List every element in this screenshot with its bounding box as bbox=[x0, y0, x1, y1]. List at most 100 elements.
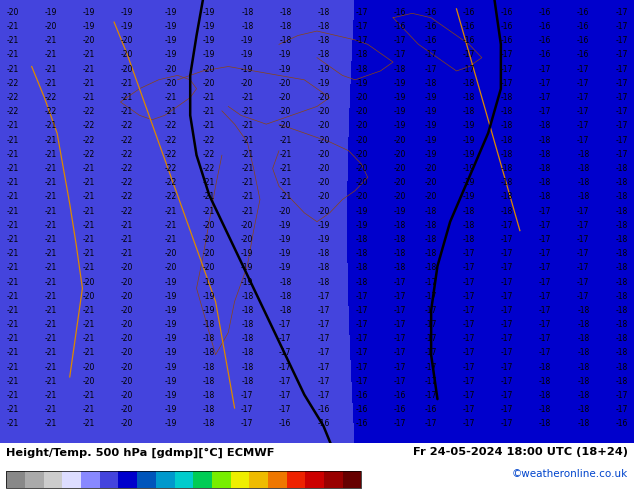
Text: -17: -17 bbox=[577, 93, 590, 102]
Text: -17: -17 bbox=[615, 136, 628, 145]
Text: -19: -19 bbox=[82, 8, 95, 17]
Text: -21: -21 bbox=[120, 79, 133, 88]
Text: -17: -17 bbox=[425, 292, 437, 301]
Text: -21: -21 bbox=[82, 419, 95, 428]
Text: -18: -18 bbox=[241, 306, 254, 315]
Text: -18: -18 bbox=[501, 178, 514, 187]
Text: -17: -17 bbox=[425, 65, 437, 74]
Text: -16: -16 bbox=[317, 405, 330, 414]
Text: -22: -22 bbox=[120, 136, 133, 145]
Text: -17: -17 bbox=[393, 50, 406, 59]
Text: -17: -17 bbox=[317, 363, 330, 372]
Text: -21: -21 bbox=[82, 320, 95, 329]
Text: -17: -17 bbox=[577, 263, 590, 272]
Text: -18: -18 bbox=[577, 150, 590, 159]
Text: -21: -21 bbox=[44, 221, 57, 230]
Text: -21: -21 bbox=[165, 107, 178, 116]
Text: -19: -19 bbox=[165, 320, 178, 329]
Text: -19: -19 bbox=[463, 164, 476, 173]
Text: -17: -17 bbox=[241, 405, 254, 414]
Text: -19: -19 bbox=[317, 79, 330, 88]
Text: -18: -18 bbox=[425, 79, 437, 88]
Text: -19: -19 bbox=[463, 150, 476, 159]
Text: -21: -21 bbox=[120, 249, 133, 258]
Text: -17: -17 bbox=[577, 277, 590, 287]
Text: -21: -21 bbox=[82, 79, 95, 88]
Text: -21: -21 bbox=[203, 193, 216, 201]
Text: -19: -19 bbox=[203, 22, 216, 31]
Text: -22: -22 bbox=[44, 107, 57, 116]
Text: -20: -20 bbox=[165, 263, 178, 272]
Text: -17: -17 bbox=[615, 107, 628, 116]
Text: -20: -20 bbox=[120, 292, 133, 301]
Text: -18: -18 bbox=[393, 221, 406, 230]
Text: -18: -18 bbox=[425, 207, 437, 216]
Text: -17: -17 bbox=[501, 235, 514, 244]
Text: -18: -18 bbox=[241, 348, 254, 358]
Text: -21: -21 bbox=[44, 235, 57, 244]
Text: -17: -17 bbox=[501, 419, 514, 428]
Text: -21: -21 bbox=[44, 65, 57, 74]
Text: -16: -16 bbox=[577, 36, 590, 45]
Text: -19: -19 bbox=[425, 150, 437, 159]
Text: -17: -17 bbox=[425, 50, 437, 59]
Text: -17: -17 bbox=[241, 391, 254, 400]
Text: -22: -22 bbox=[165, 136, 178, 145]
Text: -19: -19 bbox=[463, 122, 476, 130]
Text: -18: -18 bbox=[463, 235, 476, 244]
Text: -18: -18 bbox=[203, 363, 216, 372]
Text: -16: -16 bbox=[501, 36, 514, 45]
Text: -19: -19 bbox=[425, 93, 437, 102]
Text: -18: -18 bbox=[539, 150, 552, 159]
Text: -21: -21 bbox=[82, 164, 95, 173]
Text: -17: -17 bbox=[317, 377, 330, 386]
Text: -20: -20 bbox=[6, 8, 19, 17]
Text: -21: -21 bbox=[241, 122, 254, 130]
Text: -17: -17 bbox=[279, 348, 292, 358]
Text: -21: -21 bbox=[82, 306, 95, 315]
Text: -21: -21 bbox=[44, 178, 57, 187]
Text: -19: -19 bbox=[165, 22, 178, 31]
Bar bbox=[193, 471, 212, 488]
Text: -22: -22 bbox=[165, 150, 178, 159]
Text: -17: -17 bbox=[279, 377, 292, 386]
Text: -18: -18 bbox=[203, 405, 216, 414]
Text: -17: -17 bbox=[501, 405, 514, 414]
Text: -19: -19 bbox=[393, 207, 406, 216]
Text: -21: -21 bbox=[6, 178, 19, 187]
Text: -18: -18 bbox=[463, 221, 476, 230]
Text: -21: -21 bbox=[82, 348, 95, 358]
Text: -17: -17 bbox=[501, 277, 514, 287]
Text: -19: -19 bbox=[241, 65, 254, 74]
Text: -20: -20 bbox=[82, 292, 95, 301]
Text: -20: -20 bbox=[317, 150, 330, 159]
Text: -18: -18 bbox=[279, 22, 292, 31]
Text: -17: -17 bbox=[539, 292, 552, 301]
Text: -18: -18 bbox=[317, 249, 330, 258]
Text: -17: -17 bbox=[425, 363, 437, 372]
Bar bbox=[174, 471, 193, 488]
Text: -18: -18 bbox=[425, 221, 437, 230]
Text: -18: -18 bbox=[355, 50, 368, 59]
Text: -17: -17 bbox=[317, 306, 330, 315]
Text: -17: -17 bbox=[615, 22, 628, 31]
Text: -18: -18 bbox=[577, 405, 590, 414]
Text: -22: -22 bbox=[82, 136, 95, 145]
Text: -17: -17 bbox=[393, 363, 406, 372]
Text: -18: -18 bbox=[615, 221, 628, 230]
Text: -17: -17 bbox=[577, 65, 590, 74]
Text: -18: -18 bbox=[539, 391, 552, 400]
Text: -17: -17 bbox=[393, 419, 406, 428]
Text: -21: -21 bbox=[6, 249, 19, 258]
Text: -17: -17 bbox=[577, 292, 590, 301]
Bar bbox=[343, 471, 361, 488]
Text: -17: -17 bbox=[463, 320, 476, 329]
Text: -19: -19 bbox=[279, 65, 292, 74]
Text: -21: -21 bbox=[6, 22, 19, 31]
Text: -21: -21 bbox=[279, 178, 292, 187]
Text: -21: -21 bbox=[44, 320, 57, 329]
Text: -18: -18 bbox=[241, 292, 254, 301]
Text: -21: -21 bbox=[44, 249, 57, 258]
Text: -17: -17 bbox=[577, 221, 590, 230]
Text: -18: -18 bbox=[539, 363, 552, 372]
